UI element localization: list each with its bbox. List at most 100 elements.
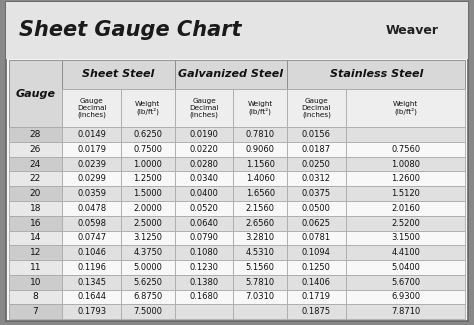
Text: 0.0520: 0.0520 bbox=[190, 204, 219, 213]
Text: 0.0220: 0.0220 bbox=[190, 145, 219, 154]
Text: 0.7560: 0.7560 bbox=[391, 145, 420, 154]
Text: 5.6700: 5.6700 bbox=[391, 278, 420, 287]
Text: 6.8750: 6.8750 bbox=[133, 292, 163, 302]
Text: 0.1345: 0.1345 bbox=[77, 278, 106, 287]
Text: 1.0080: 1.0080 bbox=[391, 160, 420, 168]
Text: 6.9300: 6.9300 bbox=[391, 292, 420, 302]
Text: 0.9060: 0.9060 bbox=[246, 145, 275, 154]
Text: 0.0239: 0.0239 bbox=[77, 160, 106, 168]
Text: 12: 12 bbox=[30, 248, 41, 257]
Text: Gauge
Decimal
(inches): Gauge Decimal (inches) bbox=[189, 98, 219, 118]
Text: 5.7810: 5.7810 bbox=[246, 278, 275, 287]
Text: Stainless Steel: Stainless Steel bbox=[329, 70, 423, 79]
Text: 0.0280: 0.0280 bbox=[190, 160, 219, 168]
Text: 0.0790: 0.0790 bbox=[190, 233, 219, 242]
Text: 0.0359: 0.0359 bbox=[77, 189, 106, 198]
Text: 18: 18 bbox=[30, 204, 41, 213]
Text: Weight
(lb/ft²): Weight (lb/ft²) bbox=[247, 100, 273, 115]
Text: 0.7810: 0.7810 bbox=[246, 130, 275, 139]
Text: 4.3750: 4.3750 bbox=[133, 248, 163, 257]
Text: 7.0310: 7.0310 bbox=[246, 292, 275, 302]
Text: 20: 20 bbox=[30, 189, 41, 198]
Text: 0.0179: 0.0179 bbox=[77, 145, 106, 154]
Text: 0.0598: 0.0598 bbox=[77, 219, 106, 228]
Text: 2.1560: 2.1560 bbox=[246, 204, 275, 213]
Text: 1.2500: 1.2500 bbox=[133, 174, 162, 183]
Text: 3.1250: 3.1250 bbox=[133, 233, 162, 242]
Text: 0.0625: 0.0625 bbox=[302, 219, 331, 228]
Text: 3.1500: 3.1500 bbox=[391, 233, 420, 242]
Text: 0.1680: 0.1680 bbox=[190, 292, 219, 302]
Text: Gauge: Gauge bbox=[16, 89, 55, 98]
Text: 22: 22 bbox=[30, 174, 41, 183]
Text: 0.0400: 0.0400 bbox=[190, 189, 219, 198]
Text: 4.4100: 4.4100 bbox=[391, 248, 420, 257]
Text: 0.0640: 0.0640 bbox=[190, 219, 219, 228]
Text: 5.0400: 5.0400 bbox=[391, 263, 420, 272]
Text: 0.0375: 0.0375 bbox=[302, 189, 331, 198]
Text: 24: 24 bbox=[30, 160, 41, 168]
Text: 14: 14 bbox=[30, 233, 41, 242]
Text: 0.0312: 0.0312 bbox=[302, 174, 331, 183]
Text: 16: 16 bbox=[30, 219, 41, 228]
Text: 0.1719: 0.1719 bbox=[302, 292, 331, 302]
Text: Gauge
Decimal
(inches): Gauge Decimal (inches) bbox=[77, 98, 106, 118]
Text: 0.1380: 0.1380 bbox=[190, 278, 219, 287]
Text: 1.1560: 1.1560 bbox=[246, 160, 275, 168]
Text: 0.6250: 0.6250 bbox=[133, 130, 162, 139]
Text: 0.1875: 0.1875 bbox=[302, 307, 331, 316]
Text: 5.1560: 5.1560 bbox=[246, 263, 275, 272]
Text: 0.0781: 0.0781 bbox=[302, 233, 331, 242]
Text: 10: 10 bbox=[30, 278, 41, 287]
Text: 0.1094: 0.1094 bbox=[302, 248, 331, 257]
Text: 0.0187: 0.0187 bbox=[302, 145, 331, 154]
Text: 0.0156: 0.0156 bbox=[302, 130, 331, 139]
Text: 2.6560: 2.6560 bbox=[246, 219, 275, 228]
Text: 7.5000: 7.5000 bbox=[133, 307, 162, 316]
Text: 8: 8 bbox=[33, 292, 38, 302]
Text: 0.0478: 0.0478 bbox=[77, 204, 106, 213]
Text: 2.5200: 2.5200 bbox=[391, 219, 420, 228]
Text: 0.1196: 0.1196 bbox=[77, 263, 106, 272]
Text: 0.0250: 0.0250 bbox=[302, 160, 331, 168]
Text: Gauge
Decimal
(inches): Gauge Decimal (inches) bbox=[301, 98, 331, 118]
Text: 11: 11 bbox=[30, 263, 41, 272]
Text: 0.7500: 0.7500 bbox=[133, 145, 162, 154]
Text: 5.6250: 5.6250 bbox=[133, 278, 162, 287]
Text: 0.1250: 0.1250 bbox=[302, 263, 331, 272]
Text: 0.0299: 0.0299 bbox=[77, 174, 106, 183]
Text: 2.0160: 2.0160 bbox=[391, 204, 420, 213]
Text: 7: 7 bbox=[33, 307, 38, 316]
Text: Galvanized Steel: Galvanized Steel bbox=[178, 70, 283, 79]
Text: 1.5120: 1.5120 bbox=[391, 189, 420, 198]
Text: 3.2810: 3.2810 bbox=[246, 233, 275, 242]
Text: Weight
(lb/ft²): Weight (lb/ft²) bbox=[135, 100, 160, 115]
Text: 0.1644: 0.1644 bbox=[77, 292, 106, 302]
Text: 0.1046: 0.1046 bbox=[77, 248, 106, 257]
Text: Sheet Gauge Chart: Sheet Gauge Chart bbox=[19, 20, 241, 40]
Text: 26: 26 bbox=[30, 145, 41, 154]
Text: Weaver: Weaver bbox=[386, 24, 439, 37]
Text: 1.6560: 1.6560 bbox=[246, 189, 275, 198]
Text: Sheet Steel: Sheet Steel bbox=[82, 70, 155, 79]
Text: 28: 28 bbox=[30, 130, 41, 139]
Text: 1.4060: 1.4060 bbox=[246, 174, 275, 183]
Text: 0.0190: 0.0190 bbox=[190, 130, 219, 139]
Text: 0.1406: 0.1406 bbox=[302, 278, 331, 287]
Text: 0.1080: 0.1080 bbox=[190, 248, 219, 257]
Text: 4.5310: 4.5310 bbox=[246, 248, 275, 257]
Text: 0.0747: 0.0747 bbox=[77, 233, 106, 242]
Text: 1.2600: 1.2600 bbox=[391, 174, 420, 183]
Text: Weight
(lb/ft²): Weight (lb/ft²) bbox=[393, 100, 418, 115]
Text: 2.5000: 2.5000 bbox=[133, 219, 162, 228]
Text: 0.1230: 0.1230 bbox=[190, 263, 219, 272]
Text: 1.0000: 1.0000 bbox=[133, 160, 162, 168]
Text: 0.0149: 0.0149 bbox=[77, 130, 106, 139]
Text: 1.5000: 1.5000 bbox=[133, 189, 162, 198]
Text: 5.0000: 5.0000 bbox=[133, 263, 162, 272]
Text: 7.8710: 7.8710 bbox=[391, 307, 420, 316]
Text: 2.0000: 2.0000 bbox=[133, 204, 162, 213]
Text: 0.0340: 0.0340 bbox=[190, 174, 219, 183]
Text: 0.1793: 0.1793 bbox=[77, 307, 106, 316]
Text: 0.0500: 0.0500 bbox=[302, 204, 331, 213]
